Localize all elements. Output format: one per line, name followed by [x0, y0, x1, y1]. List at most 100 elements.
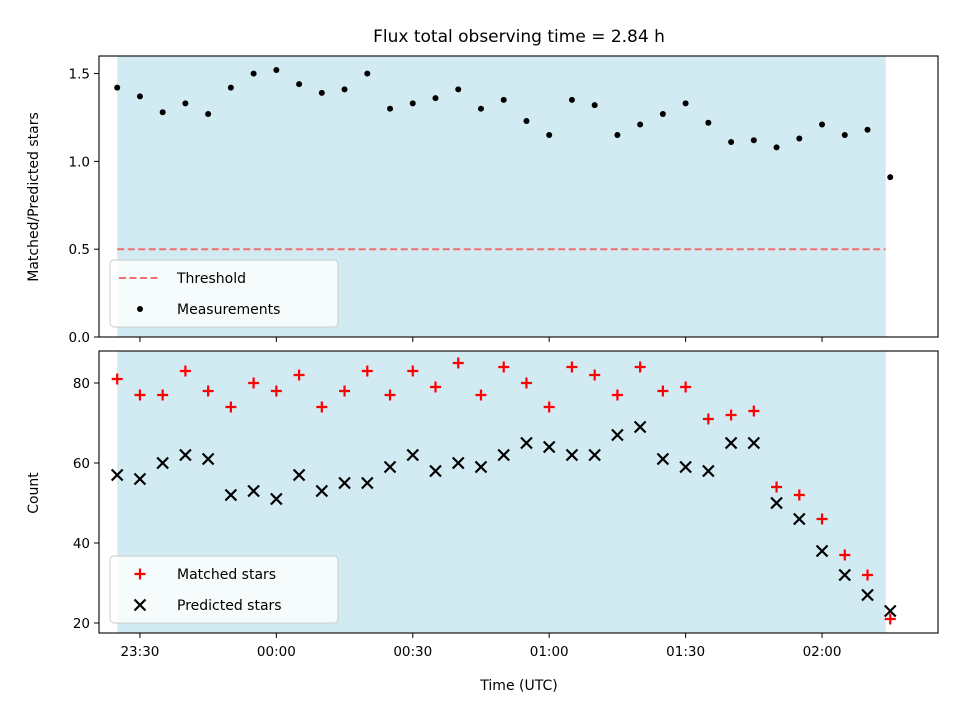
- data-point-plus: [816, 513, 828, 525]
- data-point-dot: [409, 100, 416, 107]
- y-tick-label: 20: [73, 616, 90, 632]
- data-point-dot: [637, 121, 644, 128]
- data-point-dot: [273, 67, 280, 74]
- data-point-x: [270, 492, 283, 506]
- x-tick-label: 01:00: [530, 644, 569, 660]
- data-point-x: [724, 436, 738, 450]
- data-point-dot: [659, 110, 666, 117]
- data-point-plus: [771, 481, 783, 493]
- top-panel: 0.0 0.5 1.0 1.5 Threshold Measurements: [69, 55, 939, 346]
- data-point-plus: [611, 389, 623, 401]
- data-point-dot: [591, 102, 598, 109]
- data-point-x: [201, 452, 215, 466]
- data-point-dot: [819, 121, 826, 128]
- data-point-x: [338, 476, 351, 490]
- data-point-plus: [589, 369, 601, 381]
- data-point-x: [247, 484, 260, 498]
- data-point-dot: [318, 89, 325, 96]
- data-point-dot: [614, 132, 621, 139]
- data-point-plus: [520, 377, 532, 389]
- data-point-plus: [270, 385, 282, 397]
- data-point-dot: [159, 109, 166, 116]
- legend-box: [109, 555, 339, 624]
- legend-label: Matched stars: [177, 567, 276, 583]
- data-point-dot: [477, 105, 484, 112]
- data-point-plus: [202, 385, 214, 397]
- data-point-x: [520, 436, 533, 450]
- x-tick-label: 02:00: [803, 644, 842, 660]
- data-point-x: [451, 456, 465, 470]
- data-point-dot: [705, 119, 712, 126]
- data-point-plus: [862, 569, 874, 581]
- data-point-plus: [452, 357, 464, 369]
- data-point-plus: [839, 549, 851, 561]
- data-point-x: [815, 544, 829, 558]
- data-point-dot: [455, 86, 462, 93]
- data-point-x: [542, 440, 556, 454]
- data-point-plus: [339, 385, 351, 397]
- data-point-dot: [864, 126, 871, 133]
- legend-label: Predicted stars: [177, 598, 282, 614]
- data-point-dot: [500, 96, 507, 103]
- x-tick-label: 23:30: [120, 644, 159, 660]
- data-point-x: [429, 464, 442, 478]
- data-point-x: [747, 436, 761, 450]
- data-point-plus: [680, 381, 692, 393]
- data-point-dot: [773, 144, 780, 151]
- legend-swatch-plus: [134, 568, 146, 580]
- data-point-dot: [523, 117, 530, 124]
- data-point-plus: [430, 381, 442, 393]
- data-point-x: [861, 588, 874, 602]
- data-point-plus: [634, 361, 646, 373]
- y-tick-label: 0.0: [69, 330, 90, 346]
- data-point-plus: [111, 373, 123, 385]
- data-point-x: [565, 448, 579, 462]
- axes-frame: [98, 55, 939, 338]
- data-point-plus: [316, 401, 328, 413]
- data-point-dot: [728, 139, 735, 146]
- data-point-x: [611, 428, 624, 442]
- data-point-x: [474, 460, 488, 474]
- data-point-plus: [475, 389, 487, 401]
- data-point-plus: [543, 401, 555, 413]
- data-point-dot: [296, 81, 303, 88]
- data-point-x: [156, 456, 169, 470]
- legend-label: Measurements: [177, 302, 280, 318]
- data-point-plus: [657, 385, 669, 397]
- data-point-x: [497, 448, 510, 462]
- data-point-dot: [250, 70, 257, 77]
- data-point-x: [588, 448, 601, 462]
- data-point-dot: [682, 100, 689, 107]
- x-tick-label: 00:00: [257, 644, 296, 660]
- data-point-x: [361, 476, 374, 490]
- data-point-dot: [227, 84, 234, 91]
- legend-swatch-x: [133, 598, 147, 612]
- bottom-y-axis-label: Count: [26, 472, 42, 514]
- data-point-x: [133, 472, 147, 486]
- data-point-dot: [841, 132, 848, 139]
- data-point-dot: [341, 86, 348, 93]
- data-point-dot: [546, 132, 553, 139]
- y-tick-label: 80: [73, 376, 90, 392]
- data-point-dot: [114, 84, 121, 91]
- data-point-plus: [702, 413, 714, 425]
- x-tick-label: 01:30: [666, 644, 705, 660]
- data-point-dot: [887, 174, 894, 181]
- data-point-dot: [182, 100, 189, 107]
- legend-label: Threshold: [176, 271, 246, 287]
- data-point-dot: [136, 93, 143, 100]
- data-point-plus: [498, 361, 510, 373]
- data-point-x: [292, 468, 306, 482]
- data-point-x: [315, 484, 329, 498]
- data-point-plus: [407, 365, 419, 377]
- data-point-plus: [134, 389, 146, 401]
- data-point-plus: [225, 401, 237, 413]
- data-point-dot: [750, 137, 757, 144]
- y-tick-label: 0.5: [69, 242, 90, 258]
- axes-frame: [98, 350, 939, 634]
- legend-box: [109, 259, 339, 328]
- data-point-dot: [432, 95, 439, 102]
- y-tick-label: 60: [73, 456, 90, 472]
- x-axis-label: Time (UTC): [479, 678, 557, 694]
- data-point-x: [793, 512, 806, 526]
